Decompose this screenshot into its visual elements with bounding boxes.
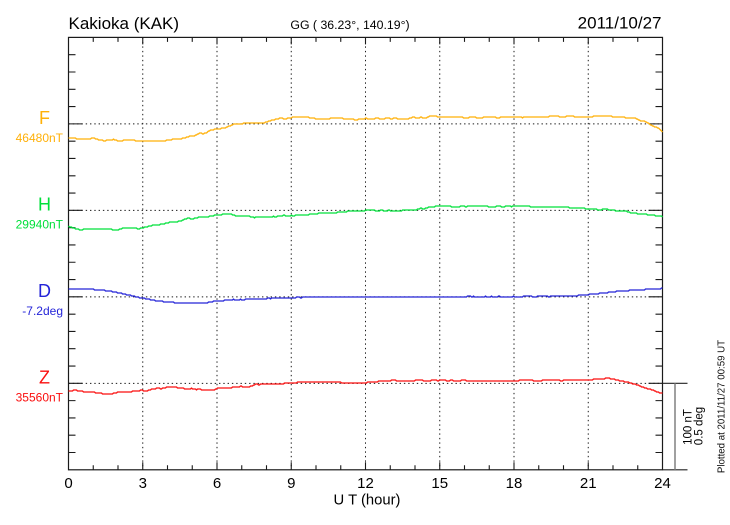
svg-text:18: 18 [506, 475, 523, 492]
svg-text:2011/10/27: 2011/10/27 [578, 14, 662, 33]
svg-text:D: D [38, 281, 51, 301]
svg-text:12: 12 [357, 475, 374, 492]
svg-text:0: 0 [64, 475, 72, 492]
svg-text:Z: Z [39, 367, 50, 387]
svg-text:-7.2deg: -7.2deg [22, 304, 63, 318]
svg-text:Kakioka (KAK): Kakioka (KAK) [69, 14, 180, 33]
svg-text:9: 9 [287, 475, 295, 492]
svg-text:F: F [39, 108, 50, 128]
svg-text:Plotted at 2011/11/27 00:59 UT: Plotted at 2011/11/27 00:59 UT [717, 340, 728, 473]
svg-text:U T (hour): U T (hour) [334, 493, 401, 509]
svg-text:35560nT: 35560nT [16, 391, 64, 405]
svg-text:6: 6 [213, 475, 221, 492]
svg-text:H: H [38, 194, 51, 214]
svg-text:29940nT: 29940nT [16, 218, 64, 232]
svg-text:0.5 deg: 0.5 deg [694, 407, 706, 445]
svg-text:15: 15 [431, 475, 448, 492]
svg-text:21: 21 [580, 475, 597, 492]
svg-text:100 nT: 100 nT [683, 409, 695, 445]
svg-text:24: 24 [654, 475, 671, 492]
svg-text:3: 3 [139, 475, 147, 492]
svg-text:46480nT: 46480nT [16, 131, 64, 145]
svg-text:GG ( 36.23°, 140.19°): GG ( 36.23°, 140.19°) [290, 18, 409, 32]
